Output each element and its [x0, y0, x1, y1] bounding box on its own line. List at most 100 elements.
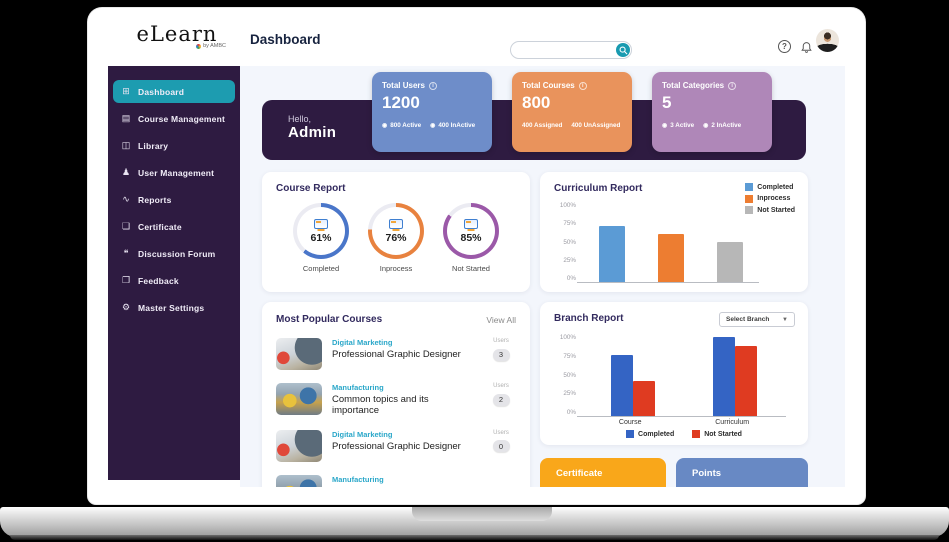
- course-info: Digital Marketing Professional Graphic De…: [332, 430, 476, 452]
- legend-swatch: [745, 194, 754, 203]
- y-tick: 75%: [563, 352, 576, 360]
- points-card[interactable]: Points: [676, 458, 808, 487]
- branch-select-value: Select Branch: [726, 316, 770, 323]
- help-icon[interactable]: ?: [778, 40, 791, 53]
- branch-legend: Completed Not Started: [582, 430, 786, 438]
- user-avatar[interactable]: [816, 29, 839, 52]
- branch-select-dropdown[interactable]: Select Branch ▼: [719, 312, 795, 327]
- course-category: Digital Marketing: [332, 338, 393, 347]
- laptop-base-notch: [412, 507, 552, 521]
- course-info: Digital Marketing Professional Graphic De…: [332, 338, 476, 360]
- legend-label: Inprocess: [757, 195, 791, 202]
- donut-ring: 61%: [293, 203, 349, 259]
- donut-percent: 85%: [460, 231, 482, 244]
- top-header: eLearn by AMBC Dashboard ?: [88, 8, 865, 66]
- sidebar-item-dashboard[interactable]: ⊞ Dashboard: [113, 80, 235, 103]
- y-tick: 0%: [566, 275, 576, 282]
- sidebar-nav: ⊞ Dashboard ▤ Course Management ◫ Library ♟ Use…: [108, 66, 240, 480]
- sidebar-item-master-settings[interactable]: ⚙ Master Settings: [113, 296, 235, 319]
- donut-row: 61% Completed 76% Inprocess 85% Not Started: [276, 203, 516, 273]
- course-monitor-icon: [314, 218, 328, 229]
- curriculum-y-axis: 100% 75% 50% 25% 0%: [554, 202, 576, 282]
- sidebar-item-discussion-forum[interactable]: ❝ Discussion Forum: [113, 242, 235, 265]
- branch-x-labels: Course Curriculum: [582, 419, 786, 426]
- legend-item: Not Started: [692, 430, 742, 438]
- branch-chart: 100% 75% 50% 25% 0%: [554, 334, 786, 417]
- popular-courses-header: Most Popular Courses View All: [276, 314, 516, 325]
- sidebar-item-label: Library: [138, 140, 169, 151]
- banner-greeting: Hello,: [288, 114, 312, 124]
- popular-courses-title: Most Popular Courses: [276, 314, 383, 325]
- stat-card-total-users: Total Users i 1200 ◉ 800 Active ◉ 400 InActive: [372, 72, 492, 152]
- sidebar-item-label: Certificate: [138, 221, 182, 232]
- donut-percent: 61%: [310, 231, 332, 244]
- course-management-icon: ▤: [121, 113, 131, 123]
- donut-center: 85%: [447, 207, 495, 255]
- stat-footer-text: 2 InActive: [711, 122, 742, 129]
- view-all-link[interactable]: View All: [486, 314, 516, 325]
- legend-swatch: [626, 430, 635, 438]
- stat-footer-item: 400 Assigned: [522, 122, 562, 129]
- stat-footer-text: 400 InActive: [438, 122, 476, 129]
- notifications-bell-icon[interactable]: [799, 40, 813, 54]
- course-users: Users 0: [486, 430, 516, 454]
- stat-value: 5: [662, 93, 672, 112]
- legend-swatch: [692, 430, 701, 438]
- legend-item: Not Started: [745, 206, 795, 214]
- donut-completed: 61% Completed: [284, 203, 358, 273]
- sidebar-item-library[interactable]: ◫ Library: [113, 134, 235, 157]
- sidebar-item-user-management[interactable]: ♟ User Management: [113, 161, 235, 184]
- course-list-item[interactable]: Digital Marketing Professional Graphic De…: [276, 338, 516, 370]
- curriculum-chart: 100% 75% 50% 25% 0%: [554, 202, 759, 283]
- sidebar-item-course-management[interactable]: ▤ Course Management: [113, 107, 235, 130]
- donut-label: Completed: [302, 264, 340, 273]
- sidebar-item-certificate[interactable]: ❏ Certificate: [113, 215, 235, 238]
- sidebar-item-label: Discussion Forum: [138, 248, 216, 259]
- stat-title: Total Categories i: [662, 81, 762, 90]
- course-list-item[interactable]: Manufacturing Common topics and its impor…: [276, 383, 516, 417]
- curriculum-plot: [577, 202, 759, 283]
- logo-mark-icon: [196, 43, 202, 49]
- popular-courses-card: Most Popular Courses View All Digital Ma…: [262, 302, 530, 487]
- stat-footer-text: 800 Active: [390, 122, 422, 129]
- stat-footer-item: ◉ 800 Active: [382, 122, 421, 129]
- stat-card-total-courses: Total Courses i 800 400 Assigned 400 UnAssig…: [512, 72, 632, 152]
- users-label: Users: [493, 429, 509, 436]
- banner-username: Admin: [288, 124, 337, 141]
- sidebar-item-label: Reports: [138, 194, 172, 205]
- stat-footer-item: 400 UnAssigned: [571, 122, 620, 129]
- reports-icon: ∿: [122, 194, 130, 204]
- sidebar-item-feedback[interactable]: ❐ Feedback: [113, 269, 235, 292]
- donut-not-started: 85% Not Started: [434, 203, 508, 273]
- sidebar-item-reports[interactable]: ∿ Reports: [113, 188, 235, 211]
- course-list-item[interactable]: Digital Marketing Professional Graphic De…: [276, 429, 516, 462]
- legend-label: Not Started: [757, 206, 795, 214]
- search-button[interactable]: [616, 43, 630, 57]
- bullet-icon: ◉: [430, 123, 436, 129]
- logo-byline: by AMBC: [114, 43, 240, 49]
- y-tick: 50%: [563, 371, 576, 379]
- user-management-icon: ♟: [121, 167, 131, 177]
- logo-text: eLearn: [136, 22, 218, 46]
- legend-item: Completed: [745, 183, 795, 191]
- course-title: Professional Graphic Designer: [332, 349, 461, 360]
- bar-completed: [611, 354, 633, 416]
- y-tick: 100%: [559, 202, 576, 209]
- bar-not-started: [716, 242, 743, 282]
- course-monitor-icon: [464, 218, 478, 229]
- x-axis-line: [577, 415, 786, 417]
- certificate-card[interactable]: Certificate: [540, 458, 666, 487]
- bar-completed: [713, 337, 735, 416]
- branch-report-title: Branch Report: [554, 313, 624, 324]
- donut-inprocess: 76% Inprocess: [359, 203, 433, 273]
- curriculum-report-title: Curriculum Report: [554, 183, 643, 194]
- library-icon: ◫: [121, 140, 131, 150]
- legend-label: Completed: [757, 183, 794, 191]
- bar-group-curriculum: [713, 337, 757, 416]
- course-list-item[interactable]: Manufacturing: [276, 474, 516, 487]
- branch-plot: [577, 334, 786, 417]
- stat-footer-item: ◉ 400 InActive: [430, 122, 475, 129]
- stat-footer-text: 3 Active: [670, 122, 695, 129]
- search-input[interactable]: [519, 43, 611, 57]
- dashboard-icon: ⊞: [122, 86, 130, 96]
